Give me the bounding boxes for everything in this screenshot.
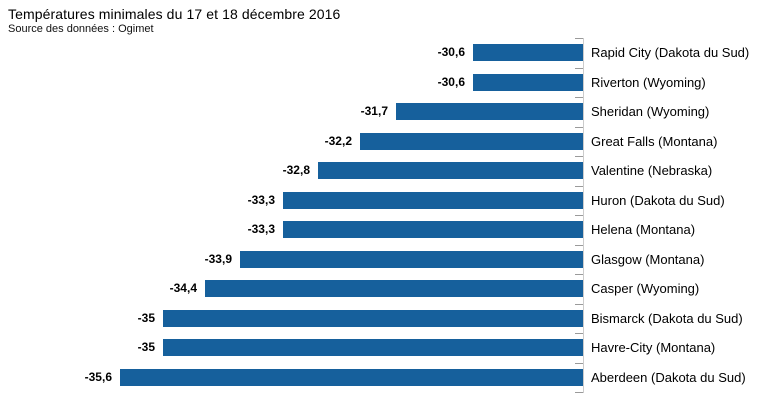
axis-tick bbox=[575, 127, 583, 128]
axis-tick bbox=[575, 156, 583, 157]
bar-value-label: -33,3 bbox=[247, 192, 275, 207]
bar-value-label: -30,6 bbox=[437, 74, 465, 89]
axis-tick bbox=[575, 304, 583, 305]
chart-row: -33,9 Glasgow (Montana) bbox=[0, 245, 760, 275]
bar-value-label: -33,9 bbox=[204, 251, 232, 266]
axis-tick bbox=[575, 333, 583, 334]
bar bbox=[473, 73, 583, 91]
chart-row: -34,4 Casper (Wyoming) bbox=[0, 274, 760, 304]
bar-value-label: -32,2 bbox=[324, 133, 352, 148]
axis-tick bbox=[575, 38, 583, 39]
axis-tick bbox=[575, 274, 583, 275]
category-label: Great Falls (Montana) bbox=[591, 133, 718, 149]
bar bbox=[318, 162, 583, 179]
category-label: Huron (Dakota du Sud) bbox=[591, 192, 725, 208]
bar-value-label: -34,4 bbox=[169, 281, 197, 295]
category-label: Aberdeen (Dakota du Sud) bbox=[591, 369, 746, 385]
category-label: Rapid City (Dakota du Sud) bbox=[591, 45, 750, 60]
bar bbox=[360, 132, 583, 150]
value-axis-line bbox=[583, 38, 584, 393]
axis-tick bbox=[575, 186, 583, 187]
chart-row: -31,7 Sheridan (Wyoming) bbox=[0, 97, 760, 127]
bar-value-label: -30,6 bbox=[437, 45, 465, 59]
chart-row: -33,3 Huron (Dakota du Sud) bbox=[0, 186, 760, 216]
plot-area: -30,6 Rapid City (Dakota du Sud) -30,6 R… bbox=[0, 38, 760, 393]
category-label: Glasgow (Montana) bbox=[591, 251, 705, 267]
chart-row: -32,8 Valentine (Nebraska) bbox=[0, 156, 760, 186]
chart-title: Températures minimales du 17 et 18 décem… bbox=[8, 6, 341, 22]
chart-row: -35 Bismarck (Dakota du Sud) bbox=[0, 304, 760, 334]
bar-value-label: -35,6 bbox=[84, 369, 112, 384]
bar bbox=[473, 44, 583, 61]
bar bbox=[283, 221, 583, 238]
bar-value-label: -33,3 bbox=[247, 222, 275, 236]
axis-tick bbox=[575, 245, 583, 246]
chart-row: -35 Havre-City (Montana) bbox=[0, 333, 760, 363]
bar-value-label: -31,7 bbox=[360, 104, 388, 118]
chart-row: -32,2 Great Falls (Montana) bbox=[0, 127, 760, 157]
axis-tick bbox=[575, 215, 583, 216]
bar bbox=[396, 103, 583, 120]
axis-tick bbox=[575, 363, 583, 364]
axis-tick bbox=[575, 68, 583, 69]
bar-value-label: -32,8 bbox=[282, 163, 310, 177]
chart-row: -35,6 Aberdeen (Dakota du Sud) bbox=[0, 363, 760, 393]
bar bbox=[283, 191, 583, 209]
category-label: Helena (Montana) bbox=[591, 222, 696, 237]
chart-subtitle: Source des données : Ogimet bbox=[8, 23, 154, 35]
chart-row: -30,6 Riverton (Wyoming) bbox=[0, 68, 760, 98]
bar bbox=[240, 250, 583, 268]
category-label: Valentine (Nebraska) bbox=[591, 163, 713, 178]
bar bbox=[163, 309, 583, 327]
category-label: Havre-City (Montana) bbox=[591, 340, 716, 355]
category-label: Casper (Wyoming) bbox=[591, 281, 700, 296]
category-label: Sheridan (Wyoming) bbox=[591, 104, 710, 119]
axis-tick bbox=[575, 392, 583, 393]
bar bbox=[163, 339, 583, 356]
axis-tick bbox=[575, 97, 583, 98]
chart-row: -33,3 Helena (Montana) bbox=[0, 215, 760, 245]
chart-row: -30,6 Rapid City (Dakota du Sud) bbox=[0, 38, 760, 68]
category-label: Bismarck (Dakota du Sud) bbox=[591, 310, 743, 326]
bar bbox=[205, 280, 583, 297]
bar-value-label: -35 bbox=[137, 340, 155, 354]
bar bbox=[120, 368, 583, 386]
category-label: Riverton (Wyoming) bbox=[591, 74, 706, 90]
bar-value-label: -35 bbox=[137, 310, 155, 325]
